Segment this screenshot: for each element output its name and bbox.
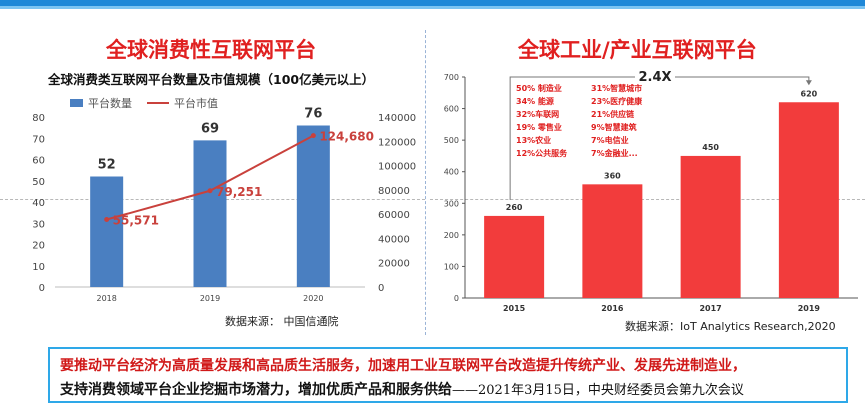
right-bar-chart: 0 100 200 300 400 500 600 700 260 360 450 620 2015 20…	[444, 67, 858, 313]
bar-value-label: 76	[304, 107, 322, 122]
y-right-tick-label: 120000	[378, 137, 416, 148]
x-tick-label: 2015	[503, 304, 526, 313]
y-right-tick-label: 100000	[378, 162, 416, 173]
top-accent-bar-light	[0, 6, 865, 9]
y-left-tick-label: 40	[32, 198, 45, 209]
sector-share-right: 23%医疗健康	[591, 96, 643, 106]
x-tick-label: 2019	[798, 304, 821, 313]
y-tick-label: 300	[444, 199, 459, 208]
x-tick-label: 2020	[303, 294, 323, 303]
line-value-label: 55,571	[113, 214, 159, 228]
growth-arrowhead	[805, 80, 812, 86]
y-right-tick-label: 40000	[378, 234, 410, 245]
sector-share-right: 7%金融业...	[591, 148, 638, 158]
top-accent-bar	[0, 0, 865, 6]
left-chart-legend: 平台数量 平台市值	[70, 95, 218, 111]
line-point-market-value	[207, 188, 213, 194]
x-tick-label: 2018	[96, 294, 116, 303]
left-panel-heading: 全球消费性互联网平台	[106, 38, 316, 62]
policy-quote-box: 要推动平台经济为高质量发展和高品质生活服务，加速用工业互联网平台改造提升传统产业…	[48, 347, 848, 403]
bar-platform-count	[296, 125, 330, 287]
legend-swatch-count	[70, 99, 83, 107]
bar-industrial-platforms	[484, 215, 545, 298]
growth-bracket	[509, 76, 810, 200]
y-tick-label: 100	[444, 262, 459, 271]
bar-platform-count	[193, 140, 227, 287]
line-point-market-value	[104, 217, 110, 223]
bar-industrial-platforms	[680, 155, 741, 298]
bar-value-label: 360	[604, 171, 621, 180]
left-chart-title: 全球消费类互联网平台数量及市值规模（100亿美元以上）	[48, 72, 375, 87]
sector-share-right: 21%供应链	[591, 109, 635, 119]
y-left-tick-label: 70	[32, 134, 45, 145]
y-right-tick-label: 20000	[378, 259, 410, 270]
y-right-tick-label: 60000	[378, 210, 410, 221]
y-tick-label: 700	[444, 73, 459, 82]
policy-quote-citation: ——2021年3月15日，中央财经委员会第九次会议	[452, 383, 744, 398]
bar-platform-count	[90, 176, 124, 287]
y-tick-label: 500	[444, 136, 459, 145]
sector-share-left: 34% 能源	[516, 96, 554, 106]
line-point-market-value	[310, 133, 316, 139]
policy-quote-line2-text: 支持消费领域平台企业挖掘市场潜力，增加优质产品和服务供给	[60, 382, 452, 398]
sector-share-right: 31%智慧城市	[591, 83, 642, 93]
bar-value-label: 69	[201, 121, 219, 136]
bar-industrial-platforms	[778, 102, 839, 298]
sector-share-left: 50% 制造业	[516, 83, 562, 93]
right-panel-heading: 全球工业/产业互联网平台	[518, 38, 757, 62]
bar-industrial-platforms	[582, 184, 643, 298]
x-tick-label: 2019	[200, 294, 220, 303]
y-right-tick-label: 80000	[378, 186, 410, 197]
y-tick-label: 600	[444, 105, 459, 114]
panel-divider	[425, 30, 426, 335]
left-chart-source: 数据来源： 中国信通院	[225, 315, 339, 328]
y-right-tick-label: 140000	[378, 113, 416, 124]
growth-multiple-label: 2.4X	[638, 70, 671, 85]
y-left-tick-label: 20	[32, 241, 45, 252]
bar-value-label: 52	[98, 158, 116, 173]
y-left-tick-label: 0	[39, 283, 45, 294]
policy-quote-line1: 要推动平台经济为高质量发展和高品质生活服务，加速用工业互联网平台改造提升传统产业…	[60, 358, 746, 374]
legend-swatch-value	[147, 102, 169, 104]
right-chart-source: 数据来源：IoT Analytics Research,2020	[625, 320, 836, 333]
guide-line-right	[430, 199, 865, 200]
legend-label-count: 平台数量	[88, 97, 132, 110]
bar-value-label: 450	[702, 143, 719, 152]
y-left-tick-label: 80	[32, 113, 45, 124]
bar-value-label: 620	[801, 89, 818, 98]
sector-share-left: 12%公共服务	[516, 148, 568, 158]
line-value-label: 79,251	[216, 185, 262, 199]
y-left-tick-label: 60	[32, 156, 45, 167]
growth-label-bg	[635, 67, 675, 85]
y-left-tick-label: 50	[32, 177, 45, 188]
bar-value-label: 260	[506, 203, 523, 212]
left-combo-chart: 0 10 20 30 40 50 60 70 80 0 20000 40000 60000 80000 10…	[32, 107, 416, 304]
y-left-tick-label: 10	[32, 262, 45, 273]
y-right-tick-label: 0	[378, 283, 384, 294]
x-tick-label: 2017	[699, 304, 721, 313]
y-tick-label: 400	[444, 168, 459, 177]
sector-share-right: 7%电信业	[591, 135, 629, 145]
x-tick-label: 2016	[601, 304, 624, 313]
policy-quote-line2: 支持消费领域平台企业挖掘市场潜力，增加优质产品和服务供给——2021年3月15日…	[60, 379, 744, 399]
sector-share-left: 13%农业	[516, 135, 551, 145]
sector-share-left: 19% 零售业	[516, 122, 562, 132]
line-value-label: 124,680	[319, 130, 374, 144]
y-left-tick-label: 30	[32, 219, 45, 230]
sector-share-left: 32%车联网	[516, 109, 559, 119]
legend-label-value: 平台市值	[174, 97, 218, 110]
y-tick-label: 0	[454, 294, 459, 303]
y-tick-label: 200	[444, 231, 459, 240]
sector-share-right: 9%智慧建筑	[591, 122, 637, 132]
